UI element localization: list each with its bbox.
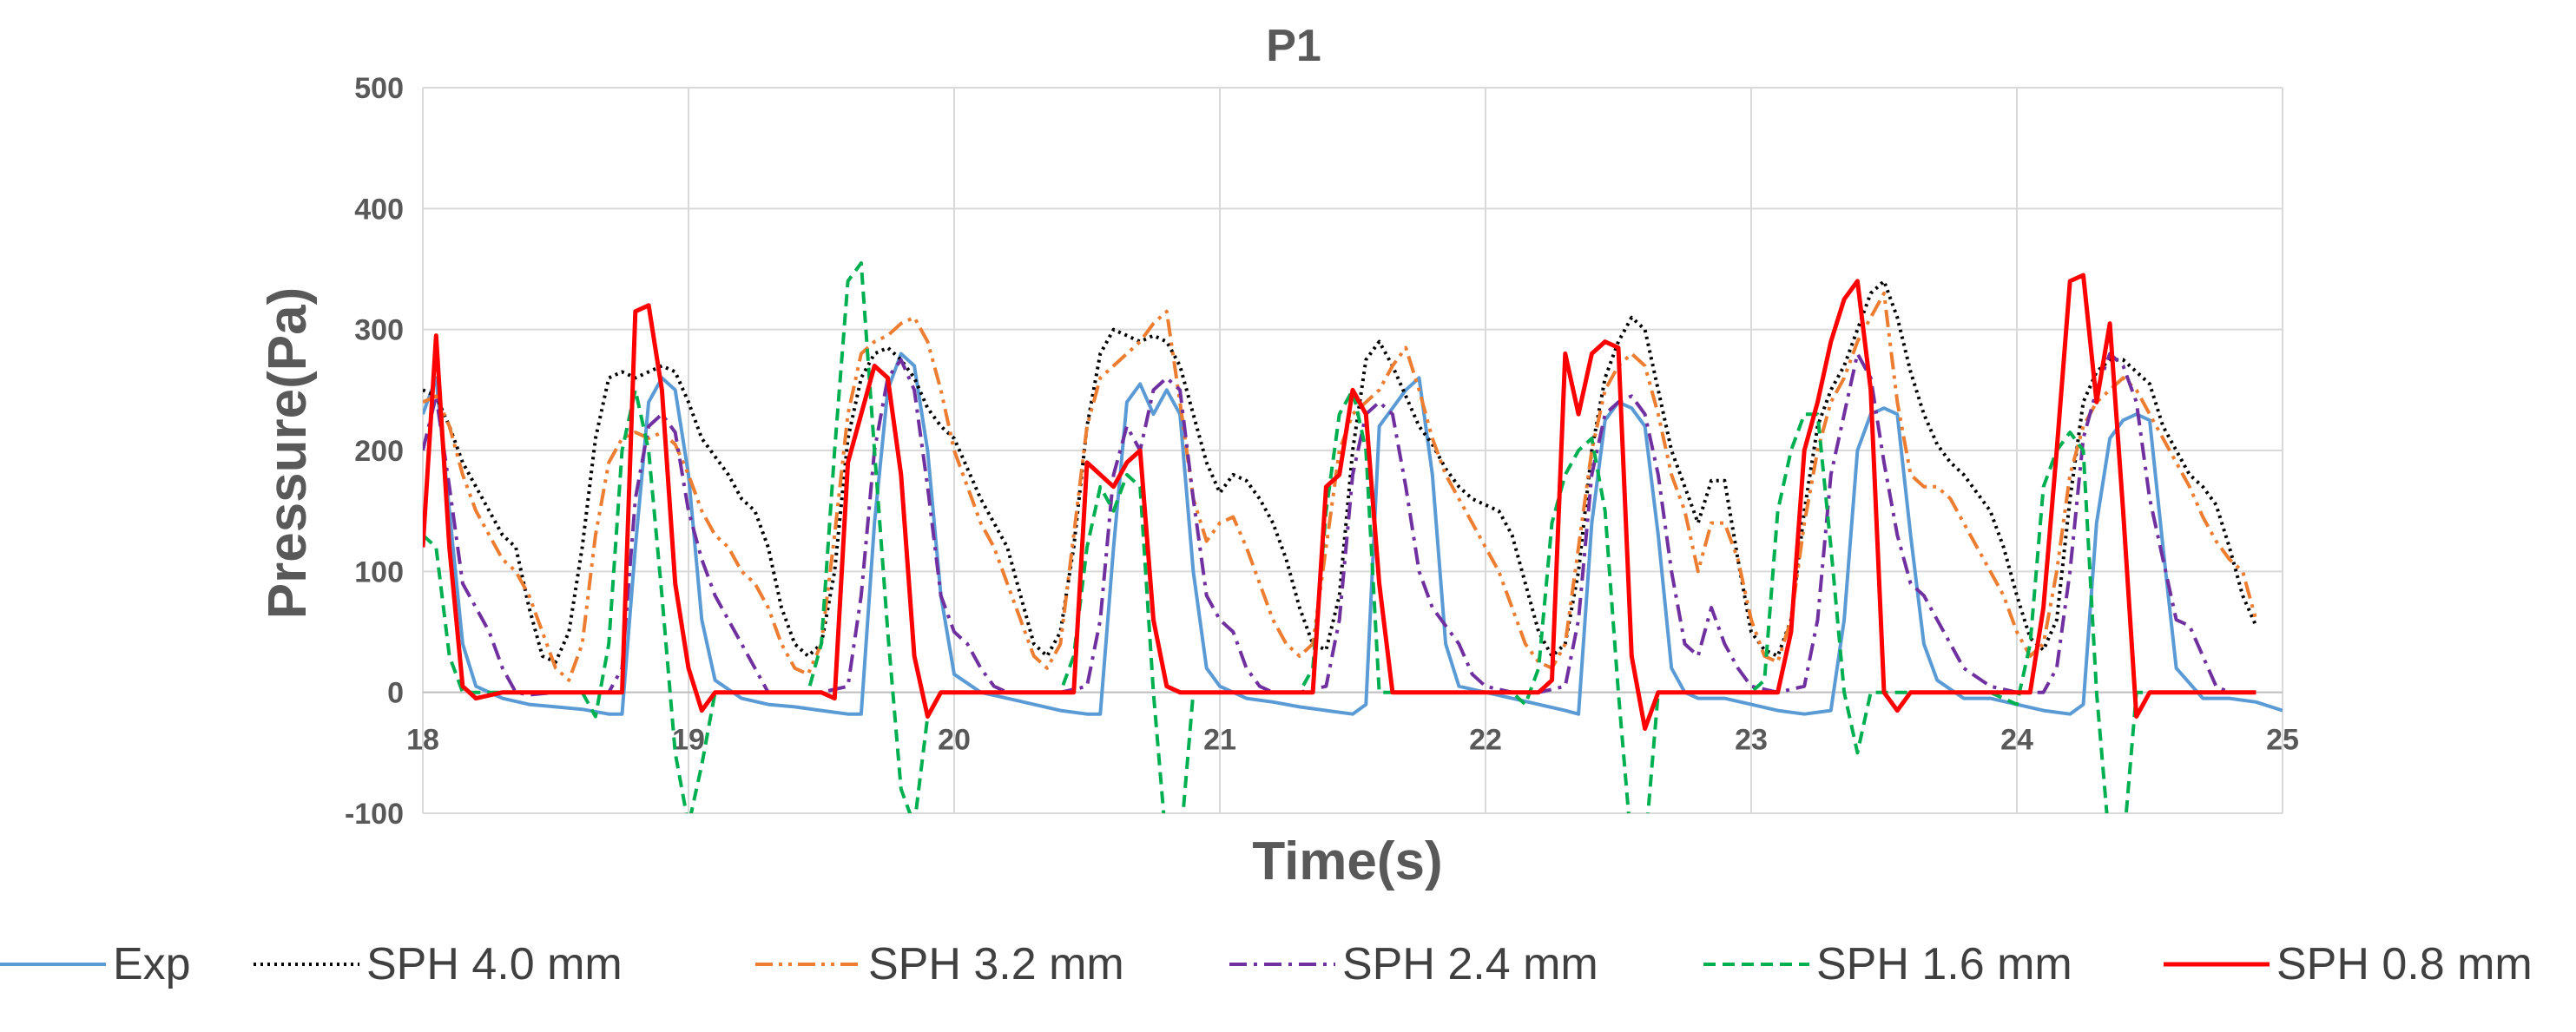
y-tick-label: 300	[354, 314, 404, 347]
x-tick-label: 18	[406, 724, 439, 757]
legend-label: SPH 1.6 mm	[1816, 939, 2072, 989]
series-line-sph-0-8-mm	[423, 273, 2256, 731]
chart-title: P1	[1266, 21, 1321, 71]
y-tick-label: 200	[354, 435, 404, 468]
x-tick-label: 19	[672, 724, 705, 757]
legend-item: SPH 3.2 mm	[755, 939, 1124, 989]
x-tick-label: 21	[1203, 724, 1236, 757]
y-tick-label: -100	[345, 798, 404, 831]
legend-item: SPH 0.8 mm	[2164, 939, 2533, 989]
x-tick-label: 24	[2000, 724, 2033, 757]
y-tick-label: 400	[354, 193, 404, 226]
legend-label: SPH 3.2 mm	[868, 939, 1124, 989]
x-tick-label: 20	[938, 724, 971, 757]
y-tick-label: 0	[387, 677, 404, 710]
x-axis-title: Time(s)	[1252, 832, 1442, 891]
legend-item: SPH 4.0 mm	[254, 939, 623, 989]
legend: Exp SPH 4.0 mm SPH 3.2 mm SPH 2.4 mm SPH 1.6…	[0, 939, 2533, 989]
series-line-sph-3-2-mm	[423, 291, 2258, 682]
x-tick-label: 23	[1735, 724, 1768, 757]
y-axis-title: Pressure(Pa)	[258, 287, 318, 620]
series-lines	[423, 261, 2283, 813]
y-tick-label: 100	[354, 555, 404, 588]
legend-item: SPH 1.6 mm	[1703, 939, 2072, 989]
series-line-exp	[423, 352, 2283, 716]
legend-label: SPH 0.8 mm	[2276, 939, 2533, 989]
legend-item: SPH 2.4 mm	[1229, 939, 1598, 989]
legend-item: Exp	[0, 939, 191, 989]
series-line-sph-4-0-mm	[423, 279, 2258, 664]
legend-label: SPH 4.0 mm	[366, 939, 623, 989]
legend-label: SPH 2.4 mm	[1342, 939, 1598, 989]
x-tick-label: 22	[1469, 724, 1502, 757]
x-axis-ticks: 18 19 20 21 22 23 24 25	[406, 724, 2299, 757]
x-tick-label: 25	[2266, 724, 2299, 757]
y-tick-label: 500	[354, 72, 404, 105]
series-line-sph-2-4-mm	[423, 352, 2256, 697]
legend-label: Exp	[113, 939, 191, 989]
y-axis-ticks: -100 0 100 200 300 400 500	[345, 72, 404, 831]
